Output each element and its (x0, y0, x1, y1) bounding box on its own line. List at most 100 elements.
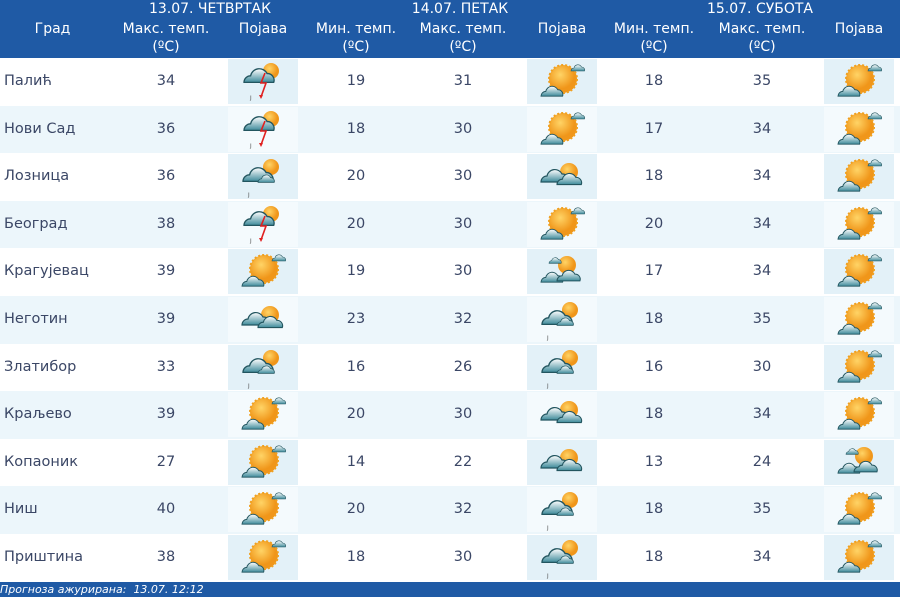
partly-sunny-icon (228, 392, 298, 438)
d3-min-temp: 18 (644, 73, 664, 89)
d3-min-temp: 20 (644, 215, 664, 232)
city-name: Златибор (4, 358, 77, 375)
partly-sunny-icon (824, 487, 894, 533)
d2-min-temp: 20 (346, 215, 366, 232)
header-d3-min: Мин. темп. (ºC) (603, 20, 705, 56)
cloudy-light-rain-icon (228, 154, 298, 200)
header-label: Мин. темп. (613, 21, 695, 37)
d1-max-temp: 33 (156, 358, 176, 375)
city-name: Лозница (4, 168, 70, 185)
header-d2-phen: Појава (537, 21, 587, 37)
header-unit: (ºC) (449, 39, 477, 55)
city-name: Приштина (4, 548, 84, 565)
d3-max-temp: 34 (752, 263, 772, 280)
d1-max-temp: 38 (156, 548, 176, 565)
header-day-2: 14.07. ПЕТАК (411, 1, 509, 17)
partly-sunny-icon (228, 534, 298, 580)
d1-max-temp: 39 (156, 406, 176, 423)
partly-sunny-icon (824, 296, 894, 342)
partly-sunny-icon (824, 201, 894, 247)
header-d2-min: Мин. темп. (ºC) (305, 20, 407, 56)
header-label: Мин. темп. (315, 21, 397, 37)
sun-behind-clouds-icon (527, 249, 597, 295)
table-row: Београд 38 20 30 20 34 (0, 200, 900, 249)
thunderstorm-icon (228, 59, 298, 104)
d3-min-temp: 17 (644, 263, 664, 280)
d2-max-temp: 26 (453, 358, 473, 375)
d3-min-temp: 18 (644, 501, 664, 518)
city-name: Копаоник (4, 453, 79, 470)
header-unit: (ºC) (640, 39, 668, 55)
d3-min-temp: 16 (644, 358, 664, 375)
city-name: Нови Сад (4, 120, 76, 137)
d3-max-temp: 35 (752, 501, 772, 518)
cloudy-light-rain-icon (527, 344, 597, 390)
header-day-3: 15.07. СУБОТА (706, 1, 814, 17)
city-name: Крагујевац (4, 263, 89, 280)
partly-sunny-icon (228, 487, 298, 533)
partly-sunny-icon (824, 106, 894, 152)
partly-sunny-icon (824, 534, 894, 580)
d3-min-temp: 18 (644, 548, 664, 565)
header-d1-phen: Појава (238, 21, 288, 37)
d2-max-temp: 22 (453, 453, 473, 470)
city-name: Краљево (4, 406, 72, 423)
partly-sunny-icon (527, 106, 597, 152)
table-row: Ниш 40 20 32 18 35 (0, 486, 900, 534)
d1-max-temp: 36 (156, 168, 176, 185)
d1-max-temp: 39 (156, 310, 176, 327)
d1-max-temp: 27 (156, 453, 176, 470)
header-label: Макс. темп. (718, 21, 806, 37)
table-header: Град 13.07. ЧЕТВРТАК 14.07. ПЕТАК 15.07.… (0, 0, 900, 58)
d3-max-temp: 35 (752, 310, 772, 327)
d1-max-temp: 40 (156, 501, 176, 518)
partly-sunny-icon (527, 201, 597, 247)
d3-max-temp: 34 (752, 168, 772, 185)
table-row: Копаоник 27 14 22 13 24 (0, 438, 900, 487)
d3-max-temp: 34 (752, 406, 772, 423)
partly-sunny-icon (824, 154, 894, 200)
city-name: Неготин (4, 310, 68, 327)
partly-sunny-icon (824, 392, 894, 438)
header-city: Град (34, 21, 71, 37)
d3-max-temp: 34 (752, 548, 772, 565)
d2-min-temp: 20 (346, 501, 366, 518)
cloudy-light-rain-icon (527, 296, 597, 342)
table-row: Краљево 39 20 30 18 34 (0, 391, 900, 439)
header-d2-max: Макс. темп. (ºC) (410, 20, 516, 56)
d2-max-temp: 30 (453, 215, 473, 232)
d3-min-temp: 13 (644, 453, 664, 470)
table-row: Крагујевац 39 19 30 17 34 (0, 248, 900, 296)
d1-max-temp: 36 (156, 120, 176, 137)
d2-max-temp: 30 (453, 120, 473, 137)
city-name: Палић (4, 73, 52, 89)
forecast-table-body: Палић 34 19 31 18 35 Нови Сад 36 18 30 17 34 Лозница… (0, 58, 900, 582)
header-d3-phen: Појава (834, 21, 884, 37)
footer-label: Прогноза ажурирана: (0, 583, 127, 596)
mostly-cloudy-icon (527, 154, 597, 200)
header-d1-max: Макс. темп. (ºC) (113, 20, 219, 56)
cloudy-light-rain-icon (527, 487, 597, 533)
city-name: Ниш (4, 501, 38, 518)
header-d3-max: Макс. темп. (ºC) (709, 20, 815, 56)
d2-min-temp: 19 (346, 263, 366, 280)
header-unit: (ºC) (152, 39, 180, 55)
d2-max-temp: 30 (453, 406, 473, 423)
header-label: Макс. темп. (419, 21, 507, 37)
d3-max-temp: 34 (752, 215, 772, 232)
partly-sunny-icon (527, 59, 597, 104)
header-day-1: 13.07. ЧЕТВРТАК (148, 1, 272, 17)
d2-min-temp: 20 (346, 406, 366, 423)
d3-max-temp: 35 (752, 73, 772, 89)
d2-max-temp: 30 (453, 548, 473, 565)
partly-sunny-icon (824, 59, 894, 104)
d2-max-temp: 31 (453, 73, 473, 89)
d3-max-temp: 24 (752, 453, 772, 470)
mostly-cloudy-icon (527, 392, 597, 438)
thunderstorm-icon (228, 201, 298, 247)
partly-sunny-icon (824, 344, 894, 390)
partly-sunny-icon (228, 249, 298, 295)
d3-min-temp: 18 (644, 406, 664, 423)
d3-max-temp: 34 (752, 120, 772, 137)
d2-max-temp: 32 (453, 310, 473, 327)
